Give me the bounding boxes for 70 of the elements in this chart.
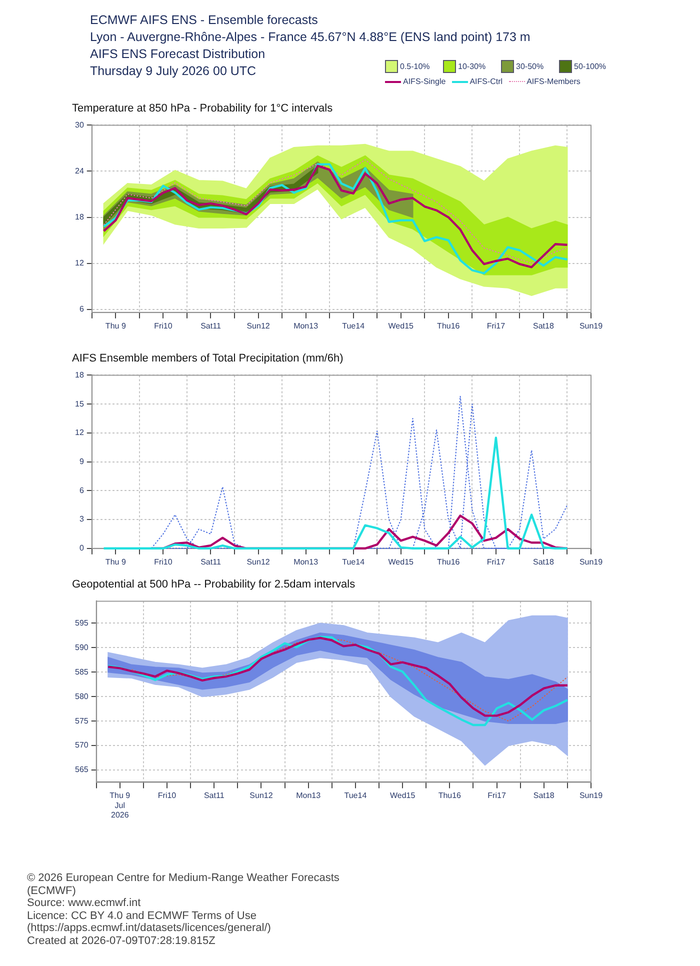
x-tick-label: Sat11 bbox=[200, 321, 222, 330]
source-note: Source: www.ecmwf.int bbox=[27, 897, 142, 910]
y-tick-label: 6 bbox=[79, 304, 84, 314]
y-tick-label: 3 bbox=[79, 514, 84, 524]
legend-label: 0.5-10% bbox=[400, 62, 430, 71]
x-tick-label: Sun12 bbox=[250, 791, 274, 800]
text: Licence: CC BY 4.0 and ECMWF Terms of Use (https://apps.ecmwf.int/datasets/licences/general/) bbox=[27, 910, 272, 934]
x-tick-label: Wed15 bbox=[390, 791, 416, 800]
legend-label: 30-50% bbox=[516, 62, 544, 71]
text: © 2026 European Centre for Medium-Range Weather Forecasts (ECMWF) bbox=[27, 872, 340, 897]
x-tick-label: Thu16 bbox=[437, 321, 460, 330]
x-tick-label: Mon13 bbox=[296, 791, 322, 800]
text: ECMWF AIFS ENS - Ensemble forecasts bbox=[90, 12, 319, 29]
y-tick-label: 18 bbox=[74, 212, 84, 222]
legend-label: AIFS-Members bbox=[526, 77, 580, 86]
x-tick-label: Sat18 bbox=[533, 791, 555, 800]
x-tick-label: Sat18 bbox=[533, 321, 554, 330]
legend-label: 10-30% bbox=[458, 62, 486, 71]
y-tick-label: 6 bbox=[79, 486, 84, 495]
text: Thursday 9 July 2026 00 UTC bbox=[90, 64, 256, 78]
x-tick-label: Fri17 bbox=[488, 791, 506, 800]
legend-label: AIFS-Ctrl bbox=[470, 77, 503, 86]
y-tick-label: 15 bbox=[74, 399, 84, 408]
y-tick-label: 580 bbox=[74, 692, 89, 701]
y-tick-label: 585 bbox=[74, 667, 89, 676]
chart-title: Geopotential at 500 hPa -- Probability for 2.5dam intervals bbox=[72, 578, 356, 591]
x-tick-label: Sun19 bbox=[579, 791, 604, 800]
y-tick-label: 0 bbox=[79, 544, 84, 553]
x-tick-label: Sat11 bbox=[200, 557, 222, 566]
x-tick-label: Wed15 bbox=[388, 557, 414, 566]
x-tick-label: Mon13 bbox=[294, 557, 319, 566]
y-tick-label: 575 bbox=[74, 716, 89, 726]
legend-label: AIFS-Single bbox=[403, 77, 446, 86]
x-tick-label: Sun12 bbox=[246, 321, 270, 330]
x-tick-label: Thu16 bbox=[438, 791, 462, 800]
x-tick-label: Sun19 bbox=[579, 557, 604, 566]
x-tick-label: Fri10 bbox=[154, 321, 173, 330]
y-tick-label: 30 bbox=[74, 120, 84, 130]
chart-title: AIFS Ensemble members of Total Precipitation (mm/6h) bbox=[72, 352, 344, 365]
y-tick-label: 24 bbox=[74, 166, 84, 176]
x-tick-label: Sat18 bbox=[533, 557, 554, 566]
y-tick-label: 18 bbox=[74, 370, 84, 380]
x-tick-label: Tue14 bbox=[344, 791, 368, 800]
x-tick-label: Wed15 bbox=[388, 321, 414, 330]
x-tick-label: Fri17 bbox=[486, 557, 506, 566]
x-tick-label: Mon13 bbox=[294, 321, 319, 330]
x-tick-label: Thu 9 bbox=[105, 557, 126, 566]
y-tick-label: 590 bbox=[74, 642, 89, 652]
y-tick-label: 565 bbox=[74, 765, 89, 774]
y-tick-label: 570 bbox=[74, 740, 89, 750]
legend-label: 50-100% bbox=[574, 62, 606, 71]
text: Created at 2026-07-09T07:28:19.815Z bbox=[27, 934, 216, 947]
y-tick-label: 12 bbox=[74, 258, 84, 268]
x-tick-label: Thu 9 bbox=[105, 321, 126, 330]
x-tick-label: Sun12 bbox=[246, 557, 270, 566]
x-tick-label: Fri17 bbox=[486, 321, 506, 330]
y-tick-label: 595 bbox=[74, 618, 89, 628]
x-tick-label: Thu 9 Jul 2026 bbox=[110, 791, 131, 820]
x-tick-label: Thu16 bbox=[437, 557, 460, 566]
x-tick-label: Sat11 bbox=[204, 791, 225, 800]
x-tick-label: Fri10 bbox=[158, 791, 177, 800]
y-tick-label: 12 bbox=[74, 428, 84, 438]
y-tick-label: 9 bbox=[79, 457, 84, 466]
x-tick-label: Tue14 bbox=[342, 321, 366, 330]
text: Lyon - Auvergne-Rhône-Alpes - France 45.67°N 4.88°E (ENS land point) 173 m bbox=[90, 29, 530, 46]
text: AIFS ENS Forecast Distribution bbox=[90, 46, 266, 63]
x-tick-label: Sun19 bbox=[579, 321, 604, 330]
x-tick-label: Fri10 bbox=[154, 557, 173, 566]
x-tick-label: Tue14 bbox=[342, 557, 366, 566]
chart-title: Temperature at 850 hPa - Probability for 1°C intervals bbox=[72, 102, 334, 115]
